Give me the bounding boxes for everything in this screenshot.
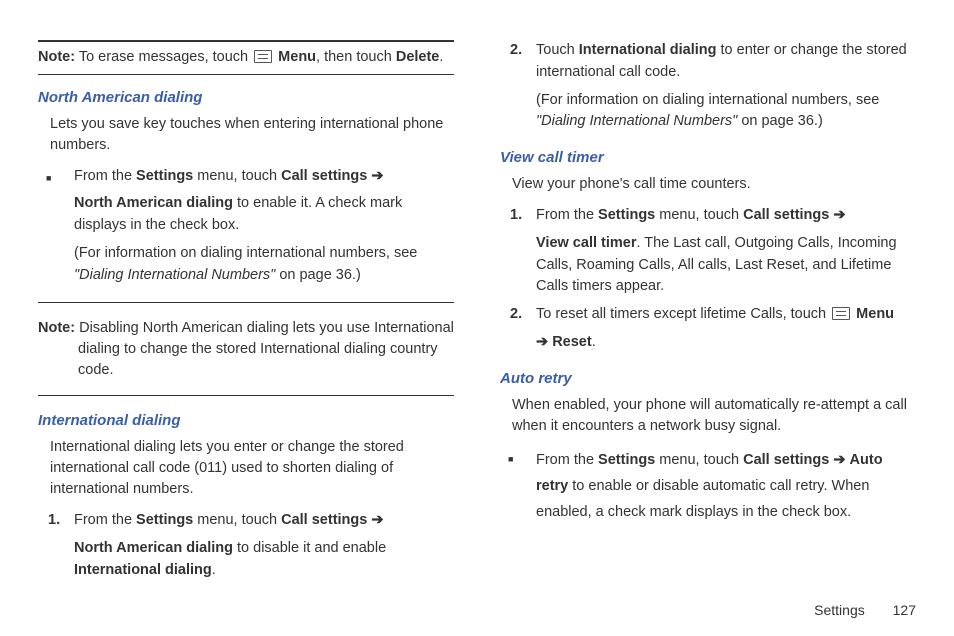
rule bbox=[38, 395, 454, 396]
text: menu, touch bbox=[655, 452, 743, 468]
footer-section: Settings bbox=[814, 602, 865, 618]
note-label: Note: bbox=[38, 49, 75, 65]
text: Call settings bbox=[743, 207, 833, 223]
list-item: 1. From the Settings menu, touch Call se… bbox=[500, 205, 916, 304]
list-body: From the Settings menu, touch Call setti… bbox=[74, 510, 454, 587]
text: From the bbox=[74, 512, 136, 528]
text: North American dialing bbox=[74, 540, 233, 556]
list-body: From the Settings menu, touch Call setti… bbox=[536, 205, 916, 304]
text: (For information on dialing internationa… bbox=[536, 92, 879, 108]
text: Delete bbox=[396, 49, 440, 65]
intl-list-cont: 2. Touch International dialing to enter … bbox=[500, 40, 916, 139]
arrow-icon: ➔ bbox=[833, 452, 845, 468]
list-item: 2. To reset all timers except lifetime C… bbox=[500, 304, 916, 360]
text: To erase messages, touch bbox=[79, 49, 252, 65]
text: . bbox=[592, 334, 596, 350]
menu-icon bbox=[832, 307, 850, 320]
text: Settings bbox=[136, 168, 193, 184]
list-body: Touch International dialing to enter or … bbox=[536, 40, 916, 139]
list-item: ■ From the Settings menu, touch Call set… bbox=[38, 166, 454, 293]
bullet-icon: ■ bbox=[500, 447, 536, 531]
step-number: 2. bbox=[500, 40, 536, 139]
arrow-icon: ➔ bbox=[371, 168, 383, 184]
step-number: 2. bbox=[500, 304, 536, 360]
text: From the bbox=[536, 452, 598, 468]
list-item: 1. From the Settings menu, touch Call se… bbox=[38, 510, 454, 587]
list-item: 2. Touch International dialing to enter … bbox=[500, 40, 916, 139]
list-item: ■ From the Settings menu, touch Call set… bbox=[500, 447, 916, 531]
note-label: Note: bbox=[38, 320, 75, 336]
text: . bbox=[212, 562, 216, 578]
text: Disabling North American dialing lets yo… bbox=[75, 320, 454, 378]
text: on page 36.) bbox=[275, 267, 360, 283]
list-body: From the Settings menu, touch Call setti… bbox=[536, 447, 916, 531]
text: Call settings bbox=[281, 512, 371, 528]
auto-intro: When enabled, your phone will automatica… bbox=[512, 395, 916, 437]
text: Touch bbox=[536, 42, 579, 58]
text: Call settings bbox=[281, 168, 371, 184]
nad-list: ■ From the Settings menu, touch Call set… bbox=[38, 166, 454, 293]
note-disable-nad: Note: Disabling North American dialing l… bbox=[38, 318, 454, 381]
text: From the bbox=[536, 207, 598, 223]
page-footer: Settings 127 bbox=[814, 602, 916, 618]
text: Settings bbox=[136, 512, 193, 528]
list-body: To reset all timers except lifetime Call… bbox=[536, 304, 916, 360]
text: International dialing bbox=[579, 42, 717, 58]
step-number: 1. bbox=[500, 205, 536, 304]
heading-north-american-dialing: North American dialing bbox=[38, 89, 454, 106]
text: "Dialing International Numbers" bbox=[536, 113, 737, 129]
page-content: Note: To erase messages, touch Menu, the… bbox=[0, 0, 954, 598]
text: To reset all timers except lifetime Call… bbox=[536, 306, 830, 322]
auto-list: ■ From the Settings menu, touch Call set… bbox=[500, 447, 916, 531]
text: From the bbox=[74, 168, 136, 184]
footer-page-number: 127 bbox=[893, 602, 916, 618]
text: International dialing bbox=[74, 562, 212, 578]
text: menu, touch bbox=[193, 512, 281, 528]
arrow-icon: ➔ bbox=[371, 512, 383, 528]
bullet-icon: ■ bbox=[38, 166, 74, 293]
left-column: Note: To erase messages, touch Menu, the… bbox=[38, 40, 454, 598]
text: View call timer bbox=[536, 235, 636, 251]
text: "Dialing International Numbers" bbox=[74, 267, 275, 283]
heading-international-dialing: International dialing bbox=[38, 412, 454, 429]
text: (For information on dialing internationa… bbox=[74, 245, 417, 261]
text: North American dialing bbox=[74, 195, 233, 211]
intl-intro: International dialing lets you enter or … bbox=[50, 437, 454, 500]
text: , then touch bbox=[316, 49, 396, 65]
note-erase-messages: Note: To erase messages, touch Menu, the… bbox=[38, 48, 454, 68]
text: . bbox=[439, 49, 443, 65]
vct-list: 1. From the Settings menu, touch Call se… bbox=[500, 205, 916, 360]
rule bbox=[38, 302, 454, 303]
arrow-icon: ➔ bbox=[536, 334, 548, 350]
text: Menu bbox=[856, 306, 894, 322]
text: on page 36.) bbox=[737, 113, 822, 129]
text: Settings bbox=[598, 207, 655, 223]
vct-intro: View your phone's call time counters. bbox=[512, 174, 916, 195]
text: menu, touch bbox=[193, 168, 281, 184]
text: menu, touch bbox=[655, 207, 743, 223]
step-number: 1. bbox=[38, 510, 74, 587]
text: Settings bbox=[598, 452, 655, 468]
heading-auto-retry: Auto retry bbox=[500, 370, 916, 387]
nad-intro: Lets you save key touches when entering … bbox=[50, 114, 454, 156]
text: Reset bbox=[552, 334, 592, 350]
arrow-icon: ➔ bbox=[833, 207, 845, 223]
menu-icon bbox=[254, 50, 272, 63]
text: Call settings bbox=[743, 452, 833, 468]
intl-list: 1. From the Settings menu, touch Call se… bbox=[38, 510, 454, 587]
rule bbox=[38, 74, 454, 75]
right-column: 2. Touch International dialing to enter … bbox=[500, 40, 916, 598]
text: to enable or disable automatic call retr… bbox=[536, 478, 869, 520]
text: Menu bbox=[278, 49, 316, 65]
heading-view-call-timer: View call timer bbox=[500, 149, 916, 166]
list-body: From the Settings menu, touch Call setti… bbox=[74, 166, 454, 293]
rule bbox=[38, 40, 454, 42]
text: to disable it and enable bbox=[233, 540, 386, 556]
